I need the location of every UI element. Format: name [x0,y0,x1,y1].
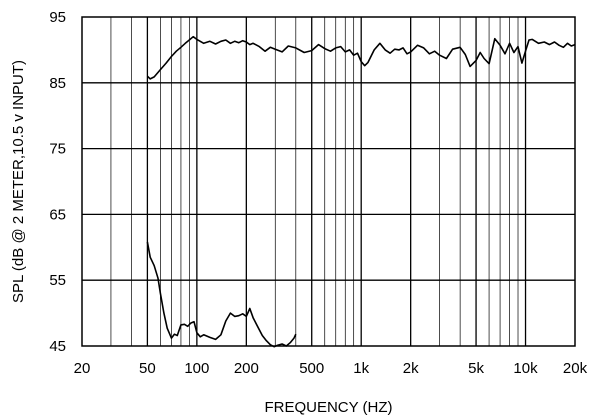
x-tick-label: 5k [468,360,484,377]
y-tick-label: 85 [49,75,66,92]
x-tick-label: 200 [234,360,259,377]
x-tick-label: 20 [74,360,91,377]
y-axis-title: SPL (dB @ 2 METER,10.5 v INPUT) [10,60,27,303]
x-tick-label: 20k [563,360,588,377]
x-axis-title: FREQUENCY (HZ) [264,399,392,416]
x-tick-label: 2k [403,360,419,377]
y-tick-label: 75 [49,141,66,158]
y-tick-label: 55 [49,272,66,289]
x-tick-label: 50 [139,360,156,377]
lower-curve [146,241,297,348]
x-tick-label: 500 [299,360,324,377]
y-tick-label: 95 [49,9,66,26]
grid-lines [82,17,575,346]
response-curve [146,35,576,80]
x-tick-labels: 20 50 100 200 500 1k 2k 5k 10k 20k [74,360,588,377]
y-tick-label: 65 [49,206,66,223]
y-tick-labels: 45 55 65 75 85 95 [49,9,66,355]
x-tick-label: 100 [184,360,209,377]
x-tick-label: 10k [513,360,538,377]
y-tick-label: 45 [49,338,66,355]
plot-frame [81,16,576,347]
x-tick-label: 1k [353,360,369,377]
